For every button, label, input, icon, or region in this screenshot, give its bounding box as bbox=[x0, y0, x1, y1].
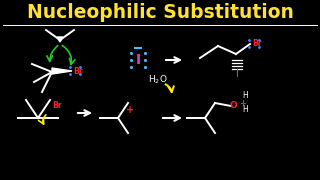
Text: Br: Br bbox=[73, 66, 83, 75]
Text: O: O bbox=[229, 102, 237, 111]
Text: H$_2$O: H$_2$O bbox=[148, 74, 168, 86]
Polygon shape bbox=[52, 68, 72, 74]
Text: Br: Br bbox=[52, 102, 61, 111]
Text: Nucleophilic Substitution: Nucleophilic Substitution bbox=[27, 3, 293, 21]
Text: I: I bbox=[236, 69, 238, 79]
Text: H: H bbox=[242, 105, 248, 114]
Text: I: I bbox=[135, 53, 140, 67]
Text: H: H bbox=[242, 91, 248, 100]
Text: +: + bbox=[239, 98, 246, 107]
Text: +: + bbox=[126, 105, 134, 115]
Text: Br: Br bbox=[252, 39, 261, 48]
Polygon shape bbox=[57, 37, 63, 42]
